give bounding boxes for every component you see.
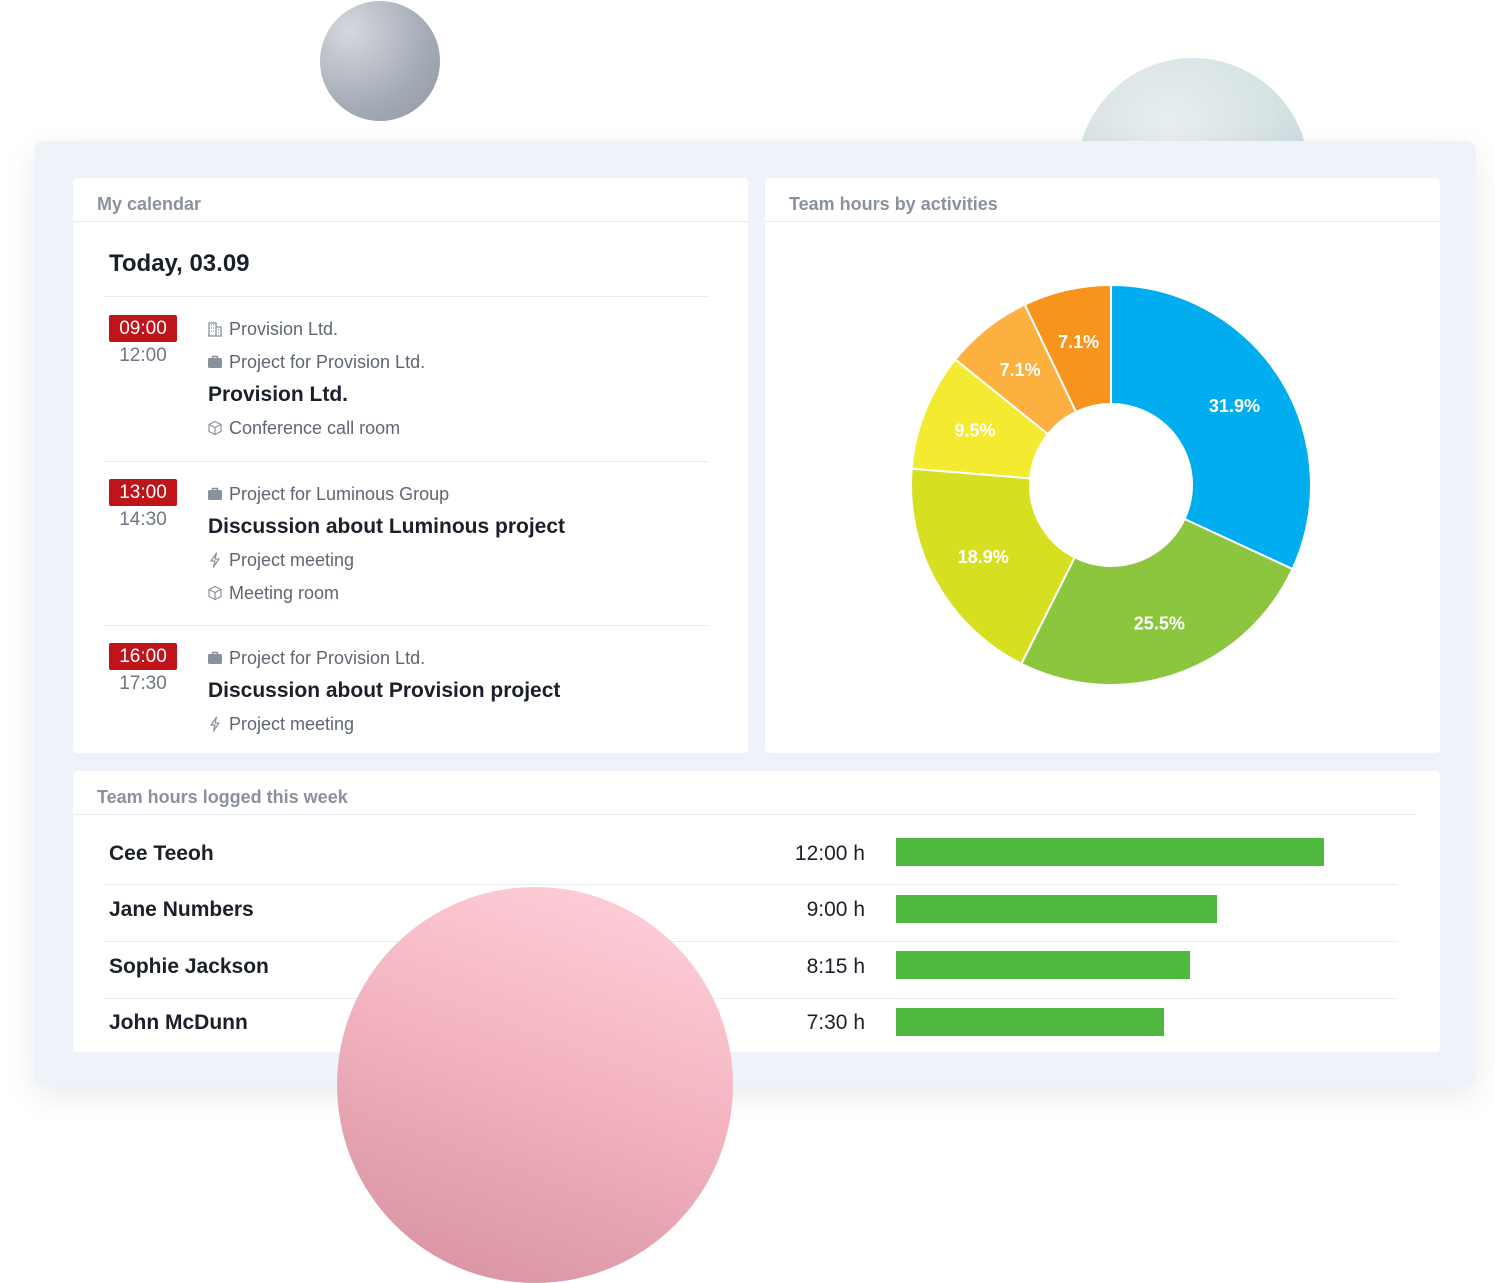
divider [103, 625, 708, 626]
member-hours-bar [896, 951, 1191, 979]
event-type: Project meeting [207, 714, 354, 737]
event-type: Project meeting [207, 550, 354, 573]
member-name: Jane Numbers [109, 898, 254, 921]
week-hours-panel-title: Team hours logged this week [73, 771, 1416, 815]
event-project-label: Project for Luminous Group [229, 484, 450, 504]
event-start-time: 09:00 [109, 315, 177, 342]
activities-panel-title: Team hours by activities [765, 178, 1440, 222]
event-project-label: Project for Provision Ltd. [229, 648, 426, 668]
member-hours: 9:00 h [806, 898, 865, 921]
member-hours: 8:15 h [806, 955, 865, 978]
event-start-time: 16:00 [109, 643, 177, 670]
calendar-panel: My calendar Today, 03.09 09:00 12:00 Pro… [73, 178, 748, 753]
member-hours: 7:30 h [806, 1011, 865, 1034]
donut-slice[interactable] [1019, 517, 1294, 686]
calendar-panel-title: My calendar [73, 178, 748, 222]
briefcase-icon [207, 354, 225, 375]
member-hours: 12:00 h [794, 842, 865, 865]
event-title[interactable]: Discussion about Provision project [208, 679, 561, 702]
cube-icon [207, 420, 225, 441]
donut-slice-label: 18.9% [958, 547, 1009, 567]
member-name: Cee Teeoh [109, 842, 214, 865]
briefcase-icon [207, 650, 225, 671]
member-hours-bar [896, 1008, 1164, 1036]
event-type-label: Project meeting [229, 550, 355, 570]
activities-panel: Team hours by activities 31.9% 25.5% 18.9%… [765, 178, 1440, 753]
event-client: Provision Ltd. [207, 319, 338, 342]
divider [103, 296, 708, 297]
today-heading: Today, 03.09 [109, 250, 250, 277]
member-hours-bar [896, 895, 1217, 923]
member-hours-bar [896, 838, 1324, 866]
donut-slice[interactable] [1023, 283, 1112, 414]
event-location-label: Meeting room [229, 583, 340, 603]
event-location: Conference call room [207, 418, 400, 441]
event-client-label: Provision Ltd. [229, 319, 339, 339]
activities-donut-chart: 31.9% 25.5% 18.9% 9.5% 7.1% 7.1% [910, 283, 1312, 686]
event-project: Project for Luminous Group [207, 484, 449, 507]
week-hours-panel: Team hours logged this week Cee Teeoh 12… [73, 771, 1440, 1052]
event-project-label: Project for Provision Ltd. [229, 352, 426, 372]
dashboard: My calendar Today, 03.09 09:00 12:00 Pro… [34, 141, 1476, 1086]
briefcase-icon [207, 486, 225, 507]
event-location: Meeting room [207, 583, 339, 606]
donut-slice[interactable] [1110, 283, 1312, 571]
event-start-time: 13:00 [109, 479, 177, 506]
event-project: Project for Provision Ltd. [207, 352, 425, 375]
divider [103, 941, 1398, 942]
event-end-time: 17:30 [119, 673, 167, 694]
divider [103, 884, 1398, 885]
event-end-time: 12:00 [119, 345, 167, 366]
lightning-icon [207, 716, 225, 737]
event-title[interactable]: Discussion about Luminous project [208, 515, 566, 538]
donut-slice-label: 7.1% [1000, 360, 1041, 380]
divider [103, 461, 708, 462]
member-name: John McDunn [109, 1011, 248, 1034]
donut-slice-label: 25.5% [1134, 613, 1185, 633]
divider [103, 998, 1398, 999]
decorative-gray-circle [320, 1, 440, 121]
event-type-label: Project meeting [229, 714, 355, 734]
cube-icon [207, 585, 225, 606]
event-location-label: Conference call room [229, 418, 401, 438]
donut-slice-label: 9.5% [954, 421, 995, 441]
event-end-time: 14:30 [119, 509, 167, 530]
building-icon [207, 321, 225, 342]
donut-slice-label: 7.1% [1058, 332, 1099, 352]
donut-slice[interactable] [910, 467, 1077, 666]
event-project: Project for Provision Ltd. [207, 648, 425, 671]
decorative-pink-circle [337, 887, 733, 1283]
member-name: Sophie Jackson [109, 955, 269, 978]
donut-slice-label: 31.9% [1209, 396, 1260, 416]
event-title[interactable]: Provision Ltd. [208, 383, 349, 406]
lightning-icon [207, 552, 225, 573]
